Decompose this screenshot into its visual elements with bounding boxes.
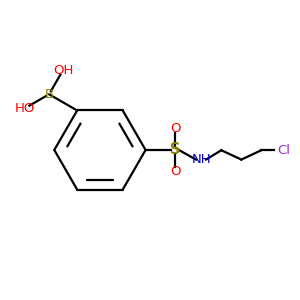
Text: S: S (170, 142, 180, 158)
Text: O: O (170, 165, 180, 178)
Text: Cl: Cl (278, 144, 291, 157)
Text: OH: OH (53, 64, 73, 76)
Text: O: O (170, 122, 180, 135)
Text: NH: NH (191, 153, 211, 166)
Text: B: B (44, 88, 54, 101)
Text: HO: HO (15, 102, 35, 115)
